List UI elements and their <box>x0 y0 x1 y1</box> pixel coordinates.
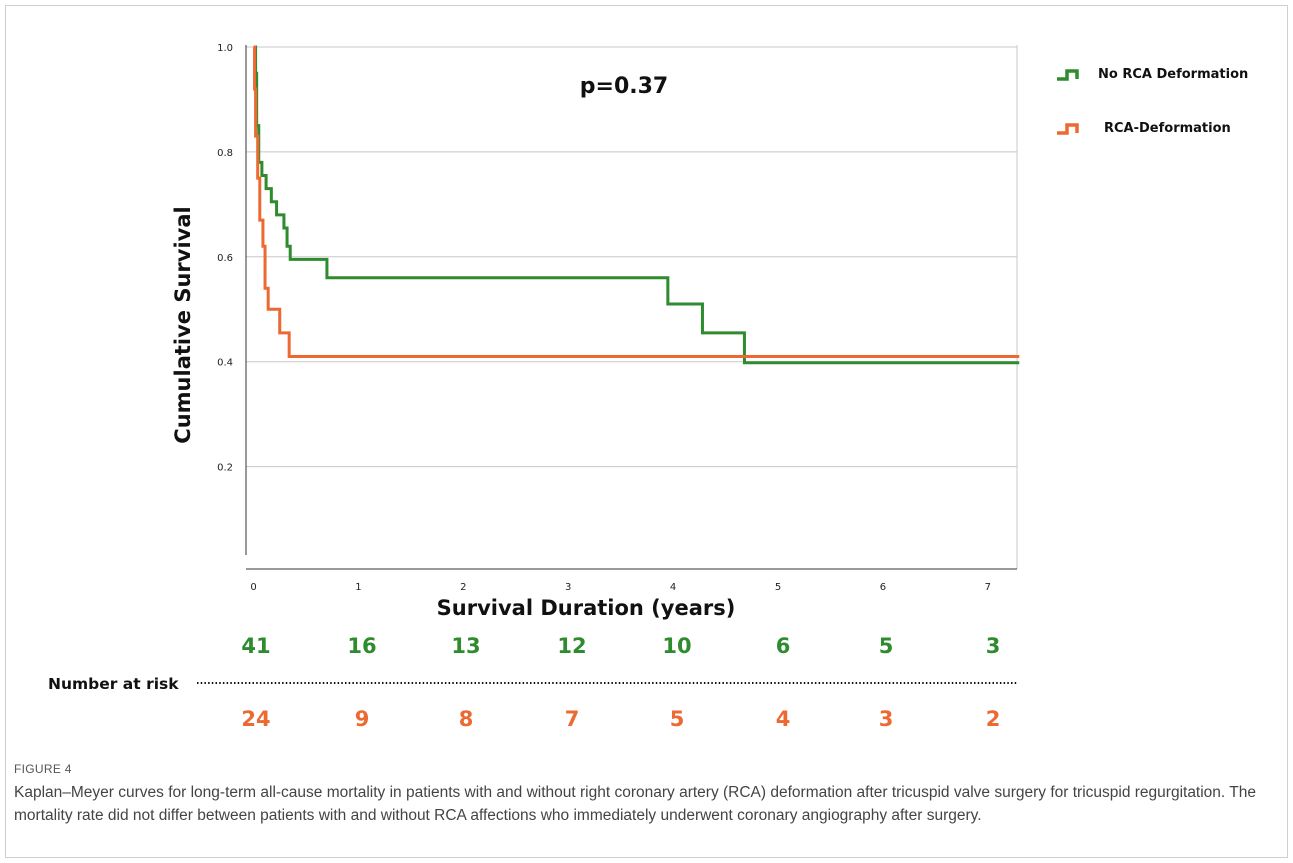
legend-symbol-rca <box>1057 123 1079 135</box>
x-tick-label: 2 <box>460 582 466 593</box>
risk-count-no-rca: 16 <box>347 634 376 658</box>
risk-count-no-rca: 12 <box>557 634 586 658</box>
risk-count-no-rca: 10 <box>662 634 691 658</box>
y-axis-title: Cumulative Survival <box>171 206 195 443</box>
y-tick-label: 0.8 <box>217 148 233 159</box>
x-tick-label: 0 <box>250 582 256 593</box>
legend: No RCA Deformation RCA-Deformation <box>1057 67 1248 136</box>
risk-count-no-rca: 3 <box>986 634 1001 658</box>
x-tick-label: 6 <box>880 582 886 593</box>
survival-curves <box>253 45 1020 365</box>
figure-frame <box>5 5 1288 858</box>
legend-label-no-rca: No RCA Deformation <box>1098 67 1248 82</box>
risk-count-rca: 9 <box>355 707 370 731</box>
number-at-risk-table: 41 16 13 12 10 6 5 3 Number at risk 24 9 8 7 5 4 3 2 <box>48 634 1018 731</box>
grid-lines <box>246 45 1018 569</box>
y-tick-label: 1.0 <box>217 43 233 54</box>
y-tick-label: 0.4 <box>217 358 233 369</box>
legend-label-rca: RCA-Deformation <box>1104 121 1231 136</box>
risk-count-no-rca: 6 <box>776 634 791 658</box>
y-tick-label: 0.6 <box>217 253 233 264</box>
x-tick-label: 4 <box>670 582 676 593</box>
p-value-annotation: p=0.37 <box>580 74 668 99</box>
risk-count-rca: 24 <box>241 707 270 731</box>
x-tick-label: 5 <box>775 582 781 593</box>
risk-count-no-rca: 5 <box>879 634 894 658</box>
x-ticks: 0 1 2 3 4 5 6 7 <box>250 582 991 593</box>
x-tick-label: 3 <box>565 582 571 593</box>
number-at-risk-label: Number at risk <box>48 675 179 693</box>
x-tick-label: 1 <box>355 582 361 593</box>
risk-count-rca: 2 <box>986 707 1001 731</box>
risk-count-rca: 4 <box>776 707 791 731</box>
x-tick-label: 7 <box>985 582 991 593</box>
risk-count-rca: 3 <box>879 707 894 731</box>
risk-count-no-rca: 13 <box>451 634 480 658</box>
axes <box>245 45 1017 570</box>
risk-count-rca: 7 <box>565 707 580 731</box>
legend-symbol-no-rca <box>1057 69 1079 81</box>
risk-row-rca: 24 9 8 7 5 4 3 2 <box>241 707 1000 731</box>
y-ticks: 0.2 0.4 0.6 0.8 1.0 <box>217 43 233 474</box>
risk-count-rca: 5 <box>670 707 685 731</box>
y-tick-label: 0.2 <box>217 463 233 474</box>
risk-count-no-rca: 41 <box>241 634 270 658</box>
figure-caption: Kaplan–Meyer curves for long-term all-ca… <box>14 784 1256 824</box>
risk-count-rca: 8 <box>459 707 474 731</box>
risk-row-no-rca: 41 16 13 12 10 6 5 3 <box>241 634 1000 658</box>
x-axis-title: Survival Duration (years) <box>437 596 736 620</box>
survival-curve-rca <box>253 45 1020 358</box>
figure-label: FIGURE 4 <box>14 762 72 776</box>
survival-curve-no-rca <box>253 45 1020 365</box>
